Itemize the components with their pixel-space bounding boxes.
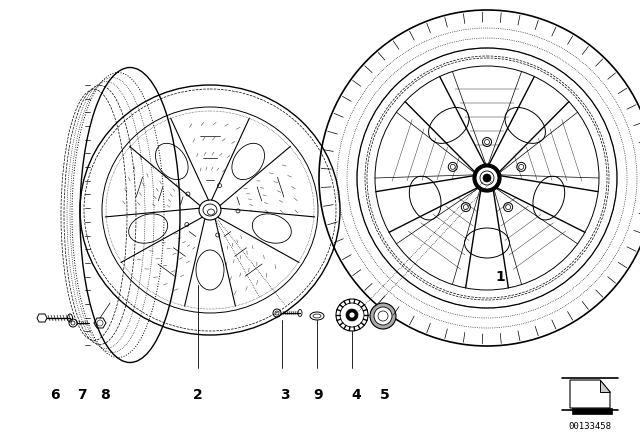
Ellipse shape bbox=[476, 167, 498, 189]
Text: 2: 2 bbox=[193, 388, 203, 402]
Ellipse shape bbox=[374, 307, 392, 325]
Ellipse shape bbox=[370, 303, 396, 329]
Text: 9: 9 bbox=[313, 388, 323, 402]
Ellipse shape bbox=[346, 309, 358, 321]
Polygon shape bbox=[570, 380, 610, 408]
Text: 7: 7 bbox=[77, 388, 87, 402]
Ellipse shape bbox=[483, 174, 491, 182]
Ellipse shape bbox=[473, 164, 501, 192]
Text: 1: 1 bbox=[495, 270, 505, 284]
Text: 5: 5 bbox=[380, 388, 390, 402]
Text: 00133458: 00133458 bbox=[568, 422, 611, 431]
Text: 6: 6 bbox=[50, 388, 60, 402]
Text: 3: 3 bbox=[280, 388, 290, 402]
Text: 4: 4 bbox=[351, 388, 361, 402]
Ellipse shape bbox=[349, 312, 355, 318]
Polygon shape bbox=[572, 408, 612, 414]
Text: 8: 8 bbox=[100, 388, 110, 402]
Polygon shape bbox=[600, 380, 610, 392]
